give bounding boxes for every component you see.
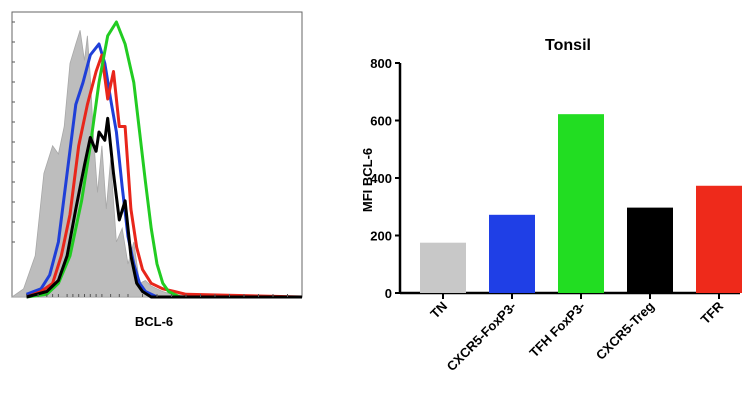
- bar-cxcr5-foxp3-: [489, 214, 535, 293]
- bar-tfh-foxp3-: [558, 114, 604, 293]
- x-tick-label: CXCR5-FoxP3-: [444, 299, 519, 374]
- histogram-series-0: [10, 30, 303, 298]
- y-tick-label: 200: [370, 229, 392, 244]
- chart-title: Tonsil: [545, 37, 591, 54]
- histogram-series-4: [26, 116, 302, 299]
- x-tick-label: TFR: [698, 298, 727, 327]
- bar-tn: [420, 242, 466, 293]
- y-tick-label: 400: [370, 171, 392, 186]
- histogram-series-3: [26, 20, 302, 299]
- histogram-series-1: [25, 42, 302, 299]
- y-axis-label: MFI BCL-6: [360, 148, 375, 212]
- bar-cxcr5-treg: [627, 207, 673, 293]
- y-tick-label: 800: [370, 56, 392, 71]
- histogram-series-2: [25, 53, 303, 299]
- histogram-x-axis-label: BCL-6: [135, 314, 173, 329]
- histogram-plot-area: [10, 11, 303, 299]
- x-tick-label: CXCR5-Treg: [593, 298, 657, 362]
- x-tick-label: TN: [427, 299, 450, 322]
- y-tick-label: 600: [370, 114, 392, 129]
- bcl6-histogram: BCL-6: [10, 11, 303, 329]
- y-tick-label: 0: [385, 286, 392, 301]
- bar-tfr: [696, 185, 742, 293]
- x-tick-label: TFH FoxP3-: [526, 299, 588, 361]
- tonsil-bar-chart: Tonsil MFI BCL-6 0 200 400 600 800 TNCXCR5-Fo…: [360, 37, 742, 374]
